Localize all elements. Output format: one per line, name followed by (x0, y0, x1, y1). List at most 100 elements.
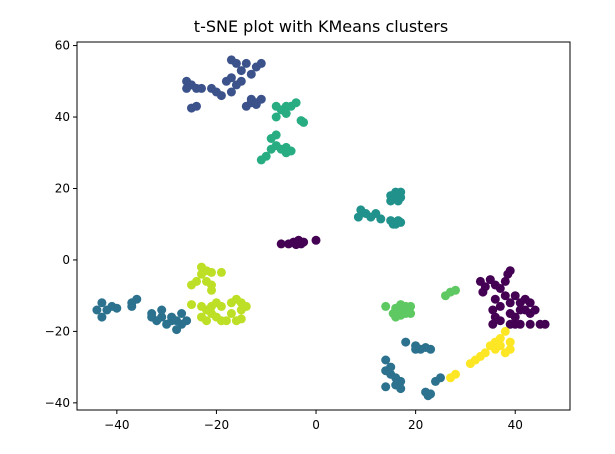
cluster-1-point-6 (246, 69, 256, 79)
plot-frame (76, 41, 571, 411)
cluster-0-point-38 (299, 237, 309, 247)
cluster-1-point-4 (256, 58, 266, 68)
x-tick-label: 20 (408, 418, 423, 432)
cluster-5-point-13 (451, 285, 460, 295)
cluster-1-point-2 (241, 58, 251, 68)
cluster-3-point-6 (391, 189, 401, 199)
cluster-1-point-27 (192, 101, 201, 111)
cluster-7-point-0 (500, 326, 510, 336)
y-tick-label: 0 (62, 253, 70, 267)
cluster-0-point-10 (500, 291, 510, 301)
x-tick-label: 0 (312, 418, 320, 432)
cluster-2-point-10 (157, 305, 167, 315)
cluster-6-point-8 (187, 280, 196, 290)
y-tick-label: 60 (55, 39, 70, 53)
cluster-2-point-7 (132, 294, 142, 304)
cluster-0-point-19 (515, 305, 525, 315)
cluster-4-point-18 (261, 151, 271, 161)
cluster-5 (381, 285, 460, 322)
cluster-1-point-5 (236, 66, 246, 76)
y-tick-label: 20 (55, 181, 70, 195)
cluster-2-point-2 (97, 312, 107, 322)
cluster-5-point-10 (388, 309, 398, 318)
cluster-2-point-18 (167, 316, 177, 326)
cluster-2-point-8 (127, 301, 137, 311)
cluster-2-point-3 (92, 305, 102, 315)
cluster-6-point-25 (236, 314, 246, 324)
cluster-7 (446, 326, 515, 383)
cluster-0-point-39 (291, 240, 301, 250)
cluster-6-point-9 (207, 285, 216, 295)
cluster-0-point-12 (510, 291, 520, 301)
cluster-2-point-36 (381, 382, 391, 392)
cluster-4-point-5 (281, 109, 291, 118)
cluster-2-point-35 (391, 380, 401, 390)
chart-title: t-SNE plot with KMeans clusters (194, 17, 448, 36)
cluster-6-point-19 (236, 305, 246, 315)
cluster-3-point-12 (353, 212, 363, 222)
cluster-0-point-22 (495, 301, 505, 311)
cluster-7-point-14 (446, 373, 455, 383)
y-tick-label: −20 (45, 324, 70, 338)
cluster-1-point-19 (226, 87, 236, 97)
cluster-2-point-17 (172, 325, 182, 335)
cluster-1 (182, 55, 266, 113)
cluster-2-point-27 (426, 344, 436, 354)
cluster-7-point-8 (500, 348, 510, 358)
cluster-0-point-21 (505, 309, 515, 318)
cluster-1-point-13 (182, 83, 192, 93)
cluster-2-point-15 (177, 309, 187, 318)
x-tick-label: −20 (204, 418, 229, 432)
cluster-0-point-30 (525, 319, 535, 329)
points-layer (92, 55, 550, 401)
cluster-2-point-5 (112, 303, 122, 313)
cluster-0-point-9 (490, 294, 500, 304)
cluster-1-point-24 (241, 101, 251, 111)
cluster-7-point-5 (495, 341, 505, 351)
cluster-1-point-10 (236, 76, 246, 86)
cluster-2-point-28 (381, 355, 391, 365)
cluster-3-point-7 (386, 196, 396, 206)
cluster-2-point-21 (147, 312, 157, 322)
cluster-3-point-13 (376, 214, 386, 224)
cluster-6-point-26 (226, 309, 236, 318)
cluster-7-point-12 (465, 359, 475, 369)
cluster-1-point-25 (251, 100, 261, 109)
cluster-0-point-23 (488, 305, 498, 315)
cluster-2-point-39 (423, 391, 433, 401)
cluster-6-point-29 (187, 300, 196, 310)
cluster-2-point-41 (436, 373, 445, 383)
cluster-6-point-4 (216, 267, 226, 277)
cluster-1-point-8 (221, 76, 231, 86)
cluster-4-point-10 (271, 130, 281, 140)
cluster-2 (92, 294, 445, 401)
cluster-0-point-33 (276, 239, 286, 249)
cluster-2-point-0 (97, 298, 107, 308)
cluster-6-point-14 (216, 301, 226, 311)
cluster-1-point-18 (216, 91, 226, 101)
cluster-0-point-26 (495, 316, 505, 326)
cluster-5-point-4 (406, 301, 416, 311)
cluster-4-point-8 (299, 117, 309, 127)
cluster-4-point-13 (266, 144, 276, 154)
cluster-3 (353, 187, 406, 229)
cluster-5-point-0 (381, 301, 391, 311)
x-tick-label: 40 (508, 418, 523, 432)
cluster-0-point-15 (525, 298, 535, 308)
cluster-2-point-20 (182, 316, 192, 326)
cluster-0-point-4 (478, 287, 488, 297)
cluster-0-point-6 (500, 276, 510, 286)
cluster-2-point-22 (401, 337, 411, 347)
cluster-0-point-32 (540, 319, 550, 329)
cluster-1-point-15 (197, 83, 206, 93)
cluster-6-point-3 (207, 267, 216, 277)
cluster-5-point-7 (406, 309, 416, 318)
cluster-0-point-11 (505, 298, 515, 308)
cluster-0 (276, 235, 550, 329)
cluster-0-point-40 (311, 235, 321, 245)
cluster-4 (256, 98, 309, 165)
cluster-2-point-19 (157, 312, 167, 322)
cluster-4-point-16 (281, 142, 291, 152)
